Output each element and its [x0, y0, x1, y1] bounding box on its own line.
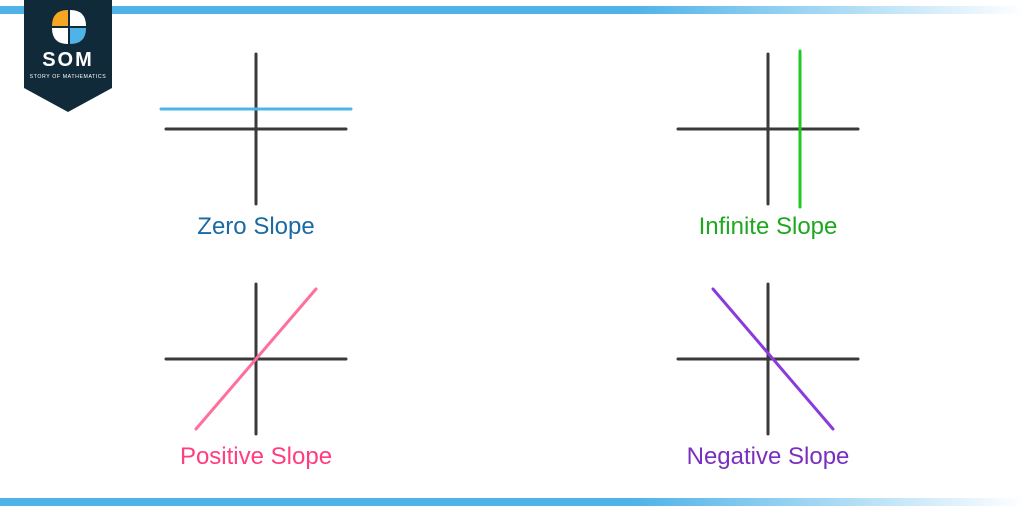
label-zero-slope: Zero Slope [197, 213, 314, 241]
cell-negative-slope: Negative Slope [512, 260, 1024, 490]
plot-infinite-slope [668, 49, 868, 209]
label-positive-slope: Positive Slope [180, 443, 332, 471]
bottom-accent-bar [0, 498, 1024, 506]
brand-logo: SOM STORY OF MATHEMATICS [24, 0, 112, 112]
slope-grid: Zero Slope Infinite Slope Positive Slope [0, 30, 1024, 490]
plot-negative-slope [668, 279, 868, 439]
logo-name: SOM [42, 49, 94, 71]
plot-zero-slope [156, 49, 356, 209]
cell-infinite-slope: Infinite Slope [512, 30, 1024, 260]
plot-positive-slope [156, 279, 356, 439]
label-infinite-slope: Infinite Slope [699, 213, 838, 241]
logo-tagline: STORY OF MATHEMATICS [30, 74, 107, 80]
label-negative-slope: Negative Slope [687, 443, 850, 471]
top-accent-bar [0, 6, 1024, 14]
cell-positive-slope: Positive Slope [0, 260, 512, 490]
